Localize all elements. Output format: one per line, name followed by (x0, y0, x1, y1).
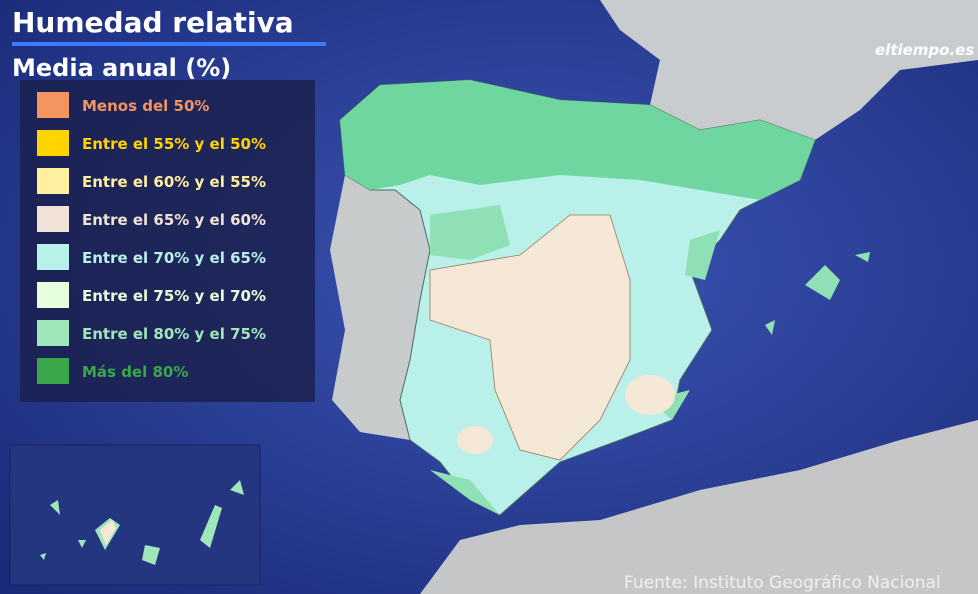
legend-label: Entre el 75% y el 70% (82, 287, 266, 305)
dry-southwest (457, 426, 493, 454)
legend-label: Entre el 55% y el 50% (82, 135, 266, 153)
legend-box (20, 80, 315, 402)
canary-inset (10, 445, 260, 585)
legend-swatch (37, 168, 69, 194)
legend-swatch (37, 358, 69, 384)
legend-swatch (37, 282, 69, 308)
title: Humedad relativa (12, 6, 294, 39)
legend-label: Más del 80% (82, 363, 188, 381)
logo: eltiempo.es (875, 41, 974, 59)
legend-label: Menos del 50% (82, 97, 209, 115)
legend-swatch (37, 92, 69, 118)
legend-label: Entre el 65% y el 60% (82, 211, 266, 229)
map-page: Humedad relativa Media anual (%) eltiemp… (0, 0, 978, 594)
legend-swatch (37, 206, 69, 232)
legend-swatch (37, 244, 69, 270)
legend-swatch (37, 130, 69, 156)
subtitle: Media anual (%) (12, 54, 231, 82)
legend-label: Entre el 70% y el 65% (82, 249, 266, 267)
legend-label: Entre el 60% y el 55% (82, 173, 266, 191)
map: Humedad relativa Media anual (%) eltiemp… (0, 0, 978, 594)
legend-label: Entre el 80% y el 75% (82, 325, 266, 343)
dry-southeast (625, 375, 675, 415)
legend-swatch (37, 320, 69, 346)
source: Fuente: Instituto Geográfico Nacional (624, 573, 941, 593)
